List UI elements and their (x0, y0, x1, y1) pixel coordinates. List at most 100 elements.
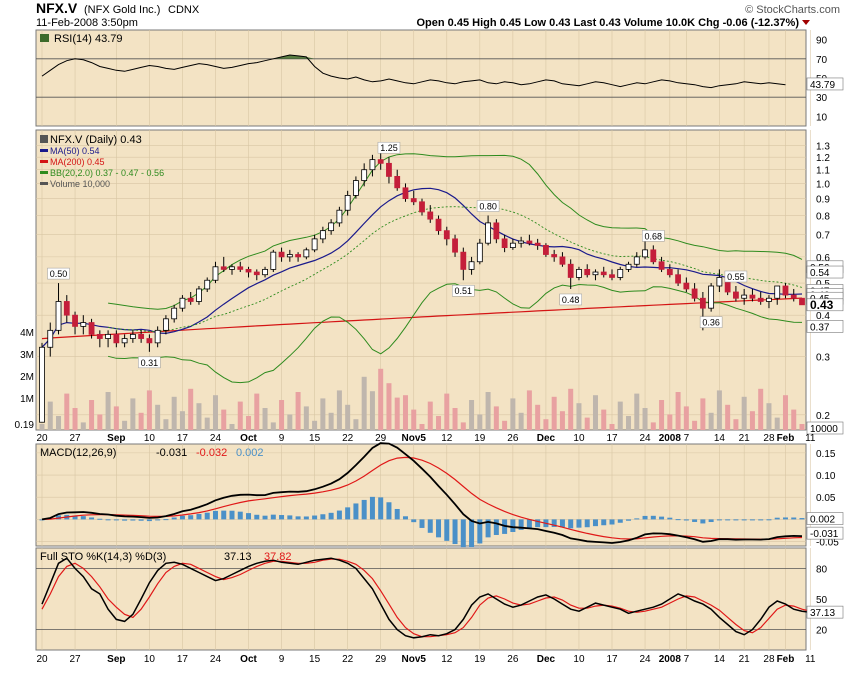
macd-tick: 0.10 (816, 471, 836, 482)
candle (419, 201, 425, 213)
ticker-symbol: NFX.V (36, 0, 78, 16)
macd-histogram-bar (353, 503, 359, 520)
price-tick: 0.9 (816, 195, 830, 206)
price-annotation: 0.36 (702, 318, 720, 328)
date-tick: 28 (763, 654, 775, 665)
candle (576, 268, 582, 278)
volume-bar (626, 416, 632, 430)
candle (369, 159, 376, 171)
volume-bar (56, 416, 62, 430)
macd-histogram-bar (303, 516, 309, 520)
volume-bar (526, 390, 532, 430)
macd-histogram-bar (328, 512, 334, 520)
volume-bar (584, 417, 590, 430)
macd-tick: 0.05 (816, 493, 836, 504)
macd-line (41, 442, 803, 544)
date-tick: Dec (537, 654, 556, 665)
macd-histogram-bar (452, 519, 458, 545)
macd-panel (35, 443, 807, 547)
macd-histogram-bar (179, 515, 185, 520)
candle (443, 230, 450, 240)
date-tick: 19 (474, 654, 486, 665)
price-tick: 1.1 (816, 166, 830, 177)
candle (262, 268, 268, 276)
volume-bar (171, 396, 177, 430)
price-annotation: 0.48 (562, 295, 580, 305)
volume-bar (749, 411, 755, 430)
macd-histogram-bar (221, 510, 227, 520)
legend-label: MA(200) 0.45 (50, 157, 105, 167)
volume-bar (692, 420, 698, 430)
watermark: © StockCharts.com (745, 4, 840, 16)
macd-histogram-bar (518, 519, 524, 530)
volume-bar (204, 417, 210, 430)
macd-histogram-bar (436, 519, 442, 538)
rsi-tick: 30 (816, 93, 828, 104)
date-tick: 14 (714, 654, 726, 665)
volume-bar (609, 424, 615, 430)
macd-histogram-bar (56, 515, 62, 520)
macd-histogram-bar (559, 519, 565, 528)
volume-bar (47, 401, 53, 430)
date-tick: Sep (107, 654, 125, 665)
volume-bar (237, 401, 243, 430)
volume-bar (518, 412, 524, 430)
macd-histogram-bar (568, 519, 574, 529)
volume-bar (105, 392, 111, 430)
date-tick: 2008 (659, 654, 682, 665)
rsi-line (41, 54, 786, 89)
date-tick: 17 (177, 433, 189, 444)
date-tick: 21 (739, 433, 751, 444)
date-tick: 10 (573, 433, 585, 444)
candle (518, 240, 525, 244)
date-tick: 29 (375, 433, 387, 444)
macd-histogram-bar (171, 517, 177, 520)
candle (129, 333, 136, 339)
volume-bar (659, 400, 665, 430)
volume-bar (369, 391, 375, 430)
candle (683, 282, 690, 290)
candle (501, 238, 508, 248)
candle (551, 254, 558, 258)
ma50-line (41, 187, 803, 348)
date-tick: 9 (279, 654, 285, 665)
ma200-line (41, 297, 803, 340)
volume-bar (221, 409, 227, 430)
volume-bar (667, 414, 673, 430)
volume-bar (229, 424, 235, 430)
macd-histogram-bar (650, 515, 656, 520)
candle (675, 274, 681, 284)
candle (774, 285, 781, 299)
candle (336, 209, 343, 224)
volume-bar (386, 383, 392, 430)
volume-bar (782, 395, 788, 430)
volume-axis-label: 2M (20, 372, 34, 383)
candle (766, 297, 772, 302)
volume-bar (799, 424, 805, 430)
price-tick: 0.7 (816, 231, 830, 242)
candle (493, 222, 500, 240)
date-tick: 10 (573, 654, 585, 665)
volume-bar (188, 388, 194, 430)
date-tick: 24 (639, 433, 651, 444)
bb-lower-line (107, 283, 803, 384)
date-tick: Nov5 (402, 654, 427, 665)
date-tick: 17 (606, 433, 618, 444)
rsi-panel (35, 29, 807, 127)
volume-bar (708, 412, 714, 430)
macd-histogram-bar (212, 510, 218, 520)
candle (757, 297, 764, 302)
macd-histogram-bar (659, 516, 665, 520)
candle (666, 268, 673, 276)
volume-bar (716, 390, 722, 430)
sto-tick: 80 (816, 564, 828, 575)
legend-label: Volume 10,000 (50, 179, 110, 189)
date-tick: Feb (777, 433, 795, 444)
bb-mid-line (108, 206, 803, 332)
macd-title: MACD(12,26,9) (40, 447, 116, 459)
candle (303, 249, 310, 258)
rsi-tick: 10 (816, 112, 828, 123)
date-tick: 26 (507, 654, 519, 665)
candle (799, 297, 805, 306)
macd-histogram-bar (592, 519, 598, 527)
